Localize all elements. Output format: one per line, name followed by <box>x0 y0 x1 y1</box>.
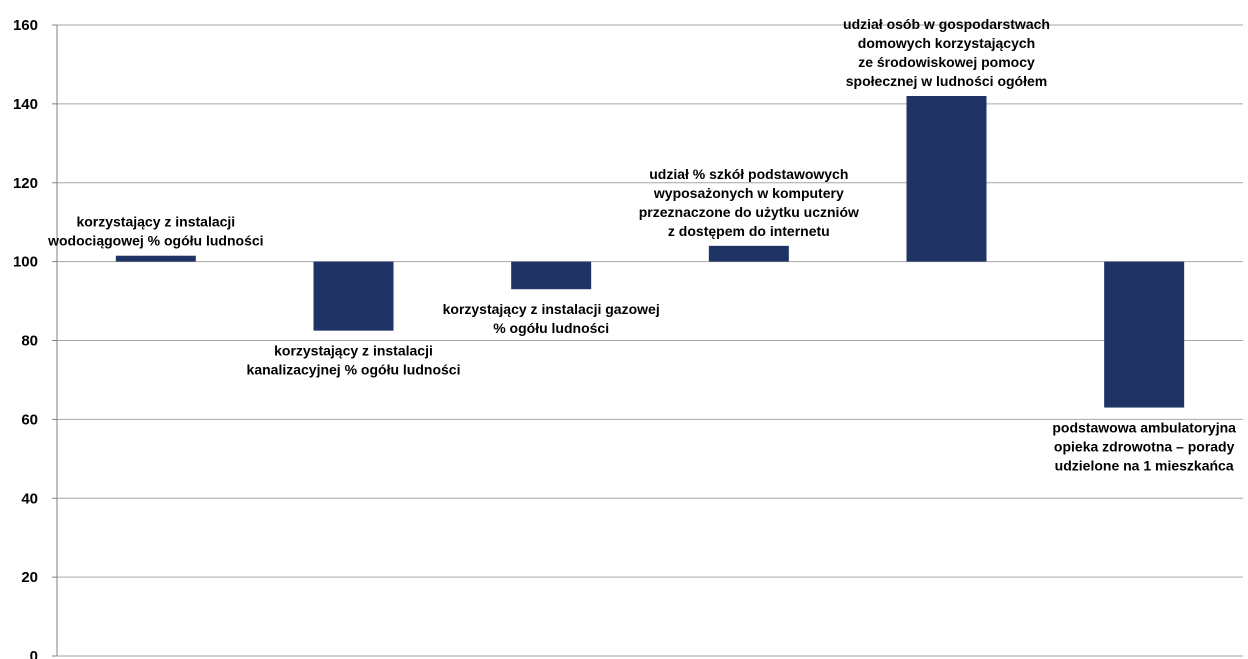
bar-label-1: korzystający z instalacji wodociągowej % … <box>47 214 263 249</box>
y-tick-label: 120 <box>13 175 38 192</box>
y-tick-label: 140 <box>13 96 38 113</box>
bar-1 <box>115 255 196 262</box>
y-tick-label: 60 <box>21 411 38 428</box>
bar-4 <box>708 245 789 262</box>
gridlines <box>57 24 1243 657</box>
bar-label-4: udział % szkół podstawowych wyposażonych … <box>639 166 859 239</box>
y-tick-label: 100 <box>13 254 38 271</box>
y-tick-label: 160 <box>13 17 38 34</box>
bar-labels: korzystający z instalacji wodociągowej % … <box>47 16 1236 474</box>
y-tick-label: 80 <box>21 333 38 350</box>
y-axis: 0 20 40 60 80 100 120 140 160 <box>13 17 58 659</box>
bar-label-3: korzystający z instalacji gazowej% ogółu… <box>443 301 660 336</box>
bar-label-6: podstawowa ambulatoryjna opieka zdrowotna… <box>1052 420 1236 474</box>
bar-3 <box>511 261 592 290</box>
bar-5 <box>906 95 987 262</box>
y-tick-label: 20 <box>21 569 38 586</box>
bars <box>115 95 1185 408</box>
bar-2 <box>313 261 394 331</box>
y-tick-label: 40 <box>21 490 38 507</box>
bar-label-5: udział osób w gospodarstwach domowych kor… <box>843 16 1050 89</box>
y-tick-label: 0 <box>30 648 38 659</box>
bar-label-2: korzystający z instalacji kanalizacyjnej … <box>247 343 461 378</box>
bar-6 <box>1104 261 1185 408</box>
